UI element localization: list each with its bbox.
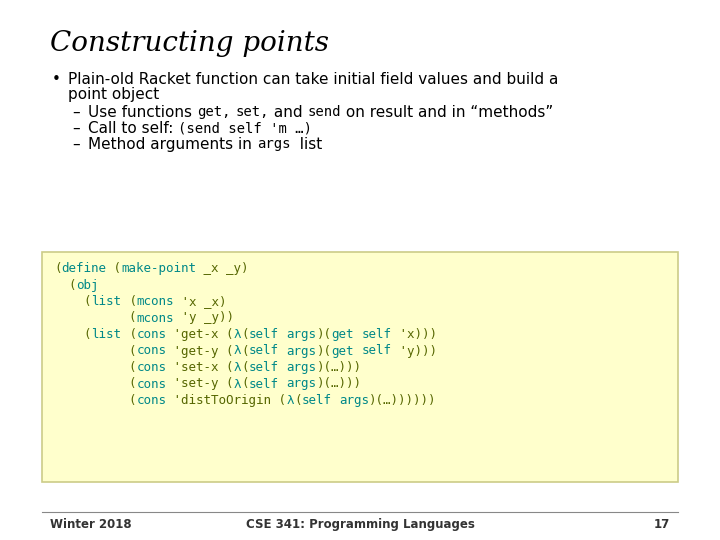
Text: self: self bbox=[361, 328, 392, 341]
Text: set,: set, bbox=[235, 105, 269, 119]
Text: args: args bbox=[287, 345, 317, 357]
Text: Winter 2018: Winter 2018 bbox=[50, 518, 132, 531]
Text: 'x _x): 'x _x) bbox=[174, 295, 227, 308]
Text: 'distToOrigin (: 'distToOrigin ( bbox=[166, 394, 287, 407]
Text: 'get-x (: 'get-x ( bbox=[166, 328, 234, 341]
Text: •: • bbox=[52, 72, 61, 87]
Text: send: send bbox=[307, 105, 341, 119]
Text: (: ( bbox=[241, 377, 249, 390]
Text: cons: cons bbox=[137, 361, 166, 374]
Text: cons: cons bbox=[137, 377, 166, 390]
Text: list: list bbox=[91, 328, 122, 341]
Text: λ: λ bbox=[234, 328, 241, 341]
Text: cons: cons bbox=[137, 328, 166, 341]
Text: )(: )( bbox=[317, 328, 331, 341]
Text: λ: λ bbox=[234, 377, 241, 390]
Text: 'get-y (: 'get-y ( bbox=[166, 345, 234, 357]
Text: (: ( bbox=[54, 377, 137, 390]
Text: get,: get, bbox=[197, 105, 230, 119]
Text: )(…))): )(…))) bbox=[317, 361, 361, 374]
Text: )(…))): )(…))) bbox=[317, 377, 361, 390]
Text: λ: λ bbox=[234, 345, 241, 357]
Text: mcons: mcons bbox=[137, 295, 174, 308]
Text: (: ( bbox=[122, 328, 137, 341]
Text: and: and bbox=[269, 105, 307, 120]
Text: Method arguments in: Method arguments in bbox=[88, 137, 257, 152]
Text: args: args bbox=[257, 137, 290, 151]
Text: self: self bbox=[249, 345, 279, 357]
Text: 'y _y)): 'y _y)) bbox=[174, 312, 234, 325]
Text: cons: cons bbox=[137, 394, 166, 407]
Text: λ: λ bbox=[287, 394, 294, 407]
Text: self: self bbox=[249, 328, 279, 341]
Text: λ: λ bbox=[234, 361, 241, 374]
Text: obj: obj bbox=[76, 279, 99, 292]
Text: (: ( bbox=[54, 312, 137, 325]
Text: self: self bbox=[249, 377, 279, 390]
Text: Use functions: Use functions bbox=[88, 105, 197, 120]
Text: (: ( bbox=[54, 394, 137, 407]
Text: _x _y): _x _y) bbox=[197, 262, 249, 275]
Text: Plain-old Racket function can take initial field values and build a: Plain-old Racket function can take initi… bbox=[68, 72, 559, 87]
Text: 'set-x (: 'set-x ( bbox=[166, 361, 234, 374]
Text: 'set-y (: 'set-y ( bbox=[166, 377, 234, 390]
Text: args: args bbox=[287, 377, 317, 390]
Text: define: define bbox=[61, 262, 107, 275]
Text: args: args bbox=[287, 361, 317, 374]
Text: (: ( bbox=[54, 279, 76, 292]
Text: (: ( bbox=[54, 328, 91, 341]
Text: self: self bbox=[361, 345, 392, 357]
Text: Constructing points: Constructing points bbox=[50, 30, 329, 57]
Text: list: list bbox=[91, 295, 122, 308]
Text: point object: point object bbox=[68, 87, 159, 102]
Text: self: self bbox=[302, 394, 331, 407]
Text: )(: )( bbox=[317, 345, 331, 357]
Text: Call to self:: Call to self: bbox=[88, 121, 179, 136]
Text: (: ( bbox=[241, 328, 249, 341]
Text: mcons: mcons bbox=[137, 312, 174, 325]
Text: make-point: make-point bbox=[122, 262, 197, 275]
Text: cons: cons bbox=[137, 345, 166, 357]
Text: args: args bbox=[339, 394, 369, 407]
Text: (send self 'm …): (send self 'm …) bbox=[179, 121, 312, 135]
Text: get: get bbox=[331, 328, 354, 341]
Text: on result and in “methods”: on result and in “methods” bbox=[341, 105, 553, 120]
Text: (: ( bbox=[54, 345, 137, 357]
Text: –: – bbox=[72, 137, 80, 152]
Text: (: ( bbox=[241, 345, 249, 357]
FancyBboxPatch shape bbox=[42, 252, 678, 482]
Text: )(…)))))): )(…)))))) bbox=[369, 394, 436, 407]
Text: –: – bbox=[72, 121, 80, 136]
Text: self: self bbox=[249, 361, 279, 374]
Text: (: ( bbox=[241, 361, 249, 374]
Text: list: list bbox=[290, 137, 323, 152]
Text: (: ( bbox=[107, 262, 122, 275]
Text: (: ( bbox=[54, 361, 137, 374]
Text: (: ( bbox=[54, 295, 91, 308]
Text: (: ( bbox=[294, 394, 302, 407]
Text: (: ( bbox=[122, 295, 137, 308]
Text: 'x))): 'x))) bbox=[392, 328, 436, 341]
Text: args: args bbox=[287, 328, 317, 341]
Text: get: get bbox=[331, 345, 354, 357]
Text: CSE 341: Programming Languages: CSE 341: Programming Languages bbox=[246, 518, 474, 531]
Text: –: – bbox=[72, 105, 80, 120]
Text: (: ( bbox=[54, 262, 61, 275]
Text: 'y))): 'y))) bbox=[392, 345, 436, 357]
Text: 17: 17 bbox=[654, 518, 670, 531]
